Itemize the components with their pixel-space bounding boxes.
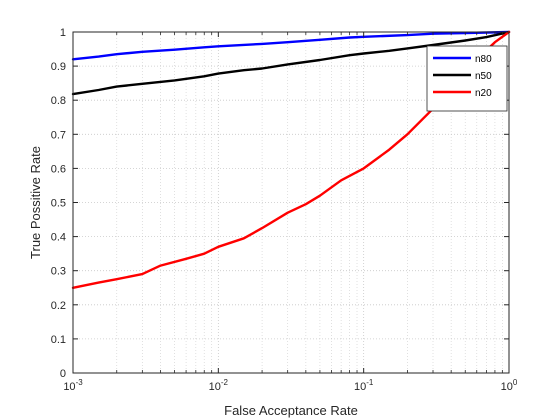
y-tick-labels: 0 0.1 0.2 0.3 0.4 0.5 0.6 0.7 0.8 0.9 1 (51, 27, 66, 380)
y-tick-label: 0.7 (51, 129, 66, 141)
y-tick-label: 0.4 (51, 232, 66, 244)
y-tick-label: 0 (60, 368, 66, 380)
y-axis-title: True Possitive Rate (28, 146, 43, 259)
x-tick-labels: 10-3 10-2 10-1 100 (63, 378, 518, 393)
x-axis-title: False Acceptance Rate (224, 403, 358, 418)
legend: n80 n50 n20 (426, 45, 508, 112)
y-tick-label: 0.2 (51, 300, 66, 312)
legend-label-n80: n80 (475, 54, 492, 65)
series-line-n80 (71, 30, 511, 61)
legend-label-n20: n20 (475, 88, 492, 99)
y-tick-label: 1 (60, 27, 66, 39)
series-line-n50 (71, 30, 511, 96)
x-tick-label: 10-2 (209, 378, 229, 393)
y-tick-label: 0.3 (51, 266, 66, 278)
axis-ticks (72, 31, 510, 374)
x-tick-label: 100 (501, 378, 518, 393)
y-tick-label: 0.1 (51, 334, 66, 346)
x-tick-label: 10-1 (354, 378, 374, 393)
y-tick-label: 0.5 (51, 198, 66, 210)
y-tick-label: 0.6 (51, 163, 66, 175)
legend-label-n50: n50 (475, 71, 492, 82)
y-tick-label: 0.9 (51, 61, 66, 73)
legend-box (426, 45, 508, 112)
x-tick-label: 10-3 (63, 378, 83, 393)
y-tick-label: 0.8 (51, 95, 66, 107)
